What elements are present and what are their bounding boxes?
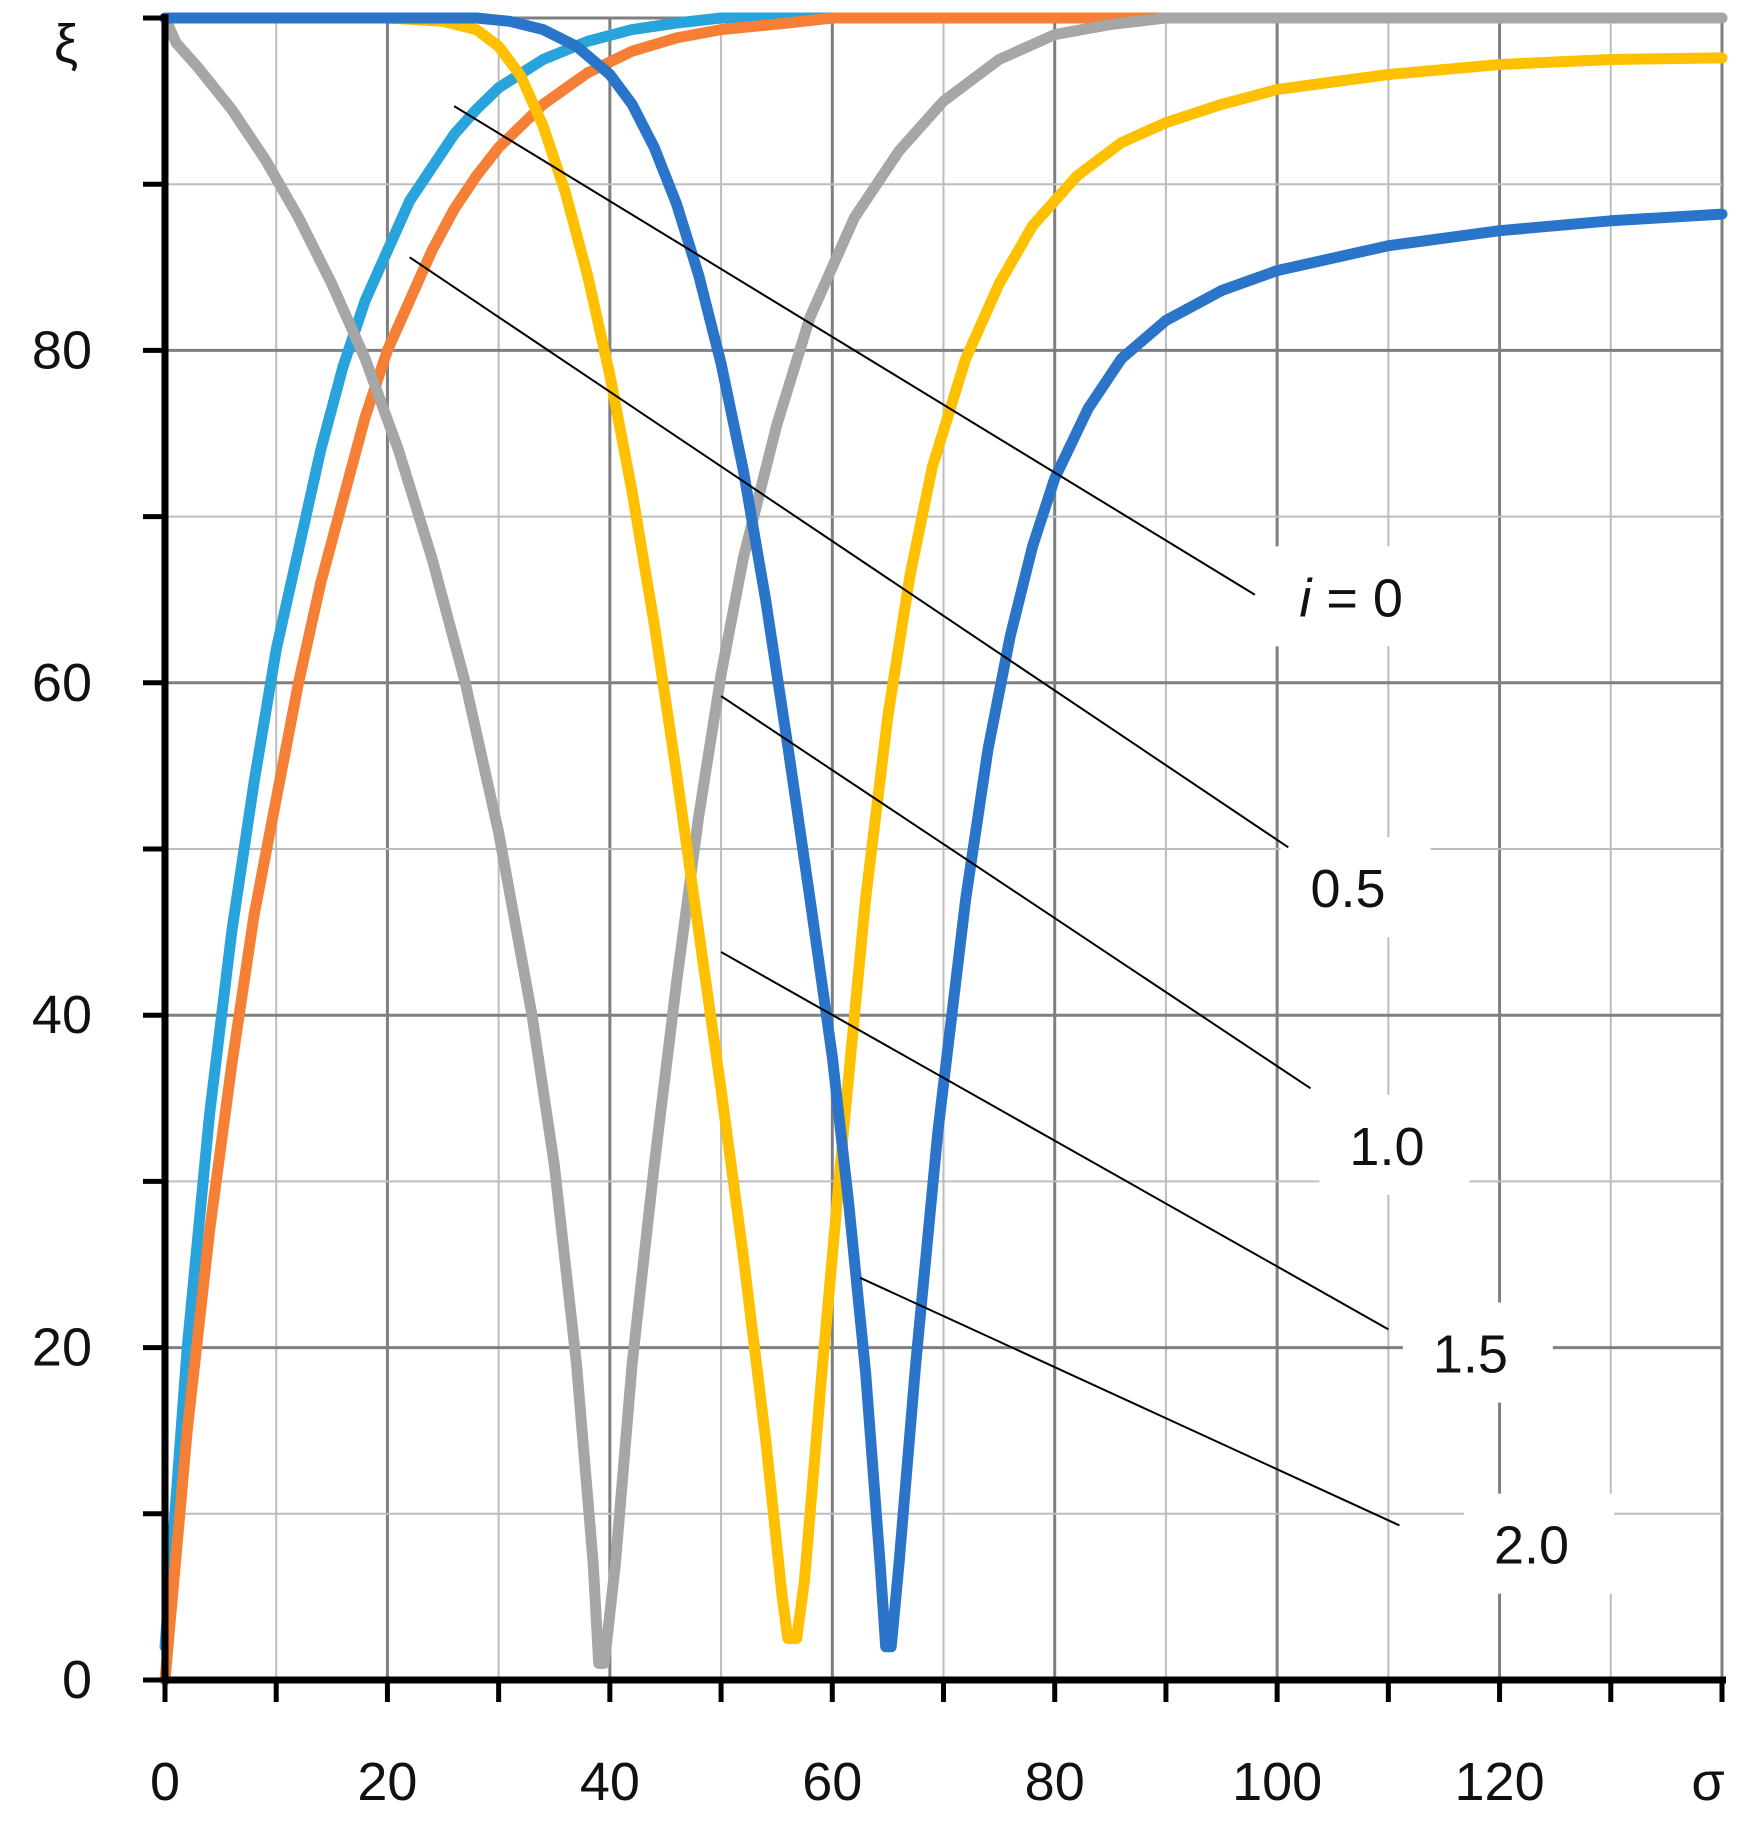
y-tick-label: 20 — [32, 1318, 92, 1378]
series-line-1 — [159, 12, 1172, 1686]
x-axis-title: σ — [1691, 1752, 1724, 1812]
annotation-bg-1 — [1280, 837, 1431, 938]
series-line-4 — [159, 12, 1728, 1653]
x-tick-label: 60 — [802, 1752, 862, 1812]
annotation-bg-2 — [1319, 1094, 1470, 1195]
x-tick-label: 40 — [580, 1752, 640, 1812]
annotation-leader-2 — [720, 695, 1312, 1090]
x-tick-label: 20 — [357, 1752, 417, 1812]
y-tick-label: 80 — [32, 320, 92, 380]
ticks: 0 20 40 60 80 0 20 40 60 80 100 120 — [32, 15, 1725, 1812]
series-layer — [159, 12, 1728, 1686]
annotation-leader-3 — [720, 951, 1389, 1331]
annotation-label-suffix: = 0 — [1311, 568, 1403, 628]
annotation-leader-0 — [453, 105, 1256, 596]
y-axis-title: ξ — [54, 14, 78, 74]
annotation-label-2: 1.0 — [1349, 1117, 1424, 1177]
y-tick-label: 60 — [32, 653, 92, 713]
annotation-label-italic: i — [1299, 568, 1313, 628]
y-tick-label: 0 — [62, 1650, 92, 1710]
grid — [165, 16, 1724, 1680]
annotation-label-1: 0.5 — [1311, 859, 1386, 919]
annotation-leader-4 — [859, 1276, 1400, 1527]
annotation-bg-4 — [1464, 1493, 1615, 1594]
x-tick-label: 100 — [1232, 1752, 1322, 1812]
annotation-label-0: i = 0 — [1299, 568, 1403, 628]
series-line-0 — [159, 12, 838, 1653]
annotation-bg-0 — [1269, 546, 1420, 647]
annotation-bg-3 — [1402, 1302, 1553, 1403]
series-line-2 — [159, 12, 1728, 1669]
y-tick-label: 40 — [32, 985, 92, 1045]
annotation-label-4: 2.0 — [1494, 1516, 1569, 1576]
annotation-layer: i = 0 0.5 1.0 1.5 2.0 — [409, 105, 1615, 1594]
series-line-3 — [159, 12, 1728, 1644]
x-tick-label: 80 — [1025, 1752, 1085, 1812]
annotation-leader-1 — [409, 256, 1289, 849]
x-tick-label: 120 — [1455, 1752, 1545, 1812]
x-tick-label: 0 — [150, 1752, 180, 1812]
annotation-label-3: 1.5 — [1433, 1325, 1508, 1385]
